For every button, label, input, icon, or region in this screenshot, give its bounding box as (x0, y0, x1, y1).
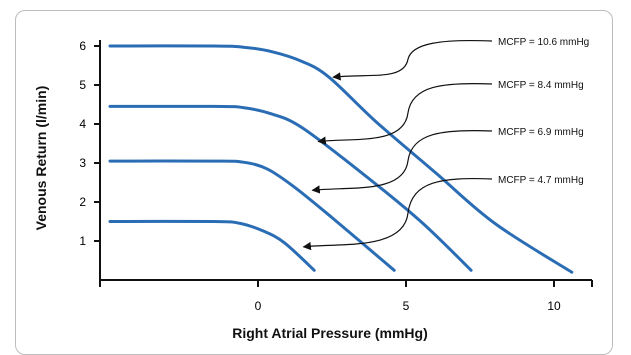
annotation-arrow-2 (311, 130, 493, 194)
venous-return-chart: 1 2 3 4 5 6 0 5 10 MCFP = 10.6 mmHg MCFP = 8.4 mm… (33, 37, 593, 341)
annotation-label-3: MCFP = 4.7 mmHg (498, 175, 584, 186)
y-tick-label: 3 (79, 156, 86, 170)
annotation-label-1: MCFP = 8.4 mmHg (498, 80, 584, 91)
x-tick-label: 0 (255, 299, 262, 313)
annotation-layer: MCFP = 10.6 mmHg MCFP = 8.4 mmHg MCFP = 6.… (302, 37, 589, 251)
y-tick-label: 5 (79, 78, 86, 92)
annotation-label-0: MCFP = 10.6 mmHg (498, 37, 589, 48)
axes: 1 2 3 4 5 6 0 5 10 (79, 39, 593, 313)
y-tick-label: 4 (79, 117, 86, 131)
annotation-arrow-1 (317, 83, 493, 145)
y-tick-label: 2 (79, 195, 86, 209)
y-tick-label: 1 (79, 234, 86, 248)
annotation-arrow-3 (302, 178, 493, 251)
series-layer (108, 44, 574, 274)
series-line-2 (108, 159, 396, 272)
x-axis-title: Right Atrial Pressure (mmHg) (232, 325, 428, 341)
x-tick-label: 5 (403, 299, 410, 313)
annotation-arrow-0 (332, 39, 493, 81)
x-tick-label: 10 (547, 299, 561, 313)
annotation-label-2: MCFP = 6.9 mmHg (498, 127, 584, 138)
series-line-0 (108, 44, 574, 274)
series-line-3 (108, 219, 316, 272)
series-line-1 (108, 104, 473, 272)
y-tick-label: 6 (79, 39, 86, 53)
y-axis-title: Venous Return (l/min) (33, 86, 49, 231)
